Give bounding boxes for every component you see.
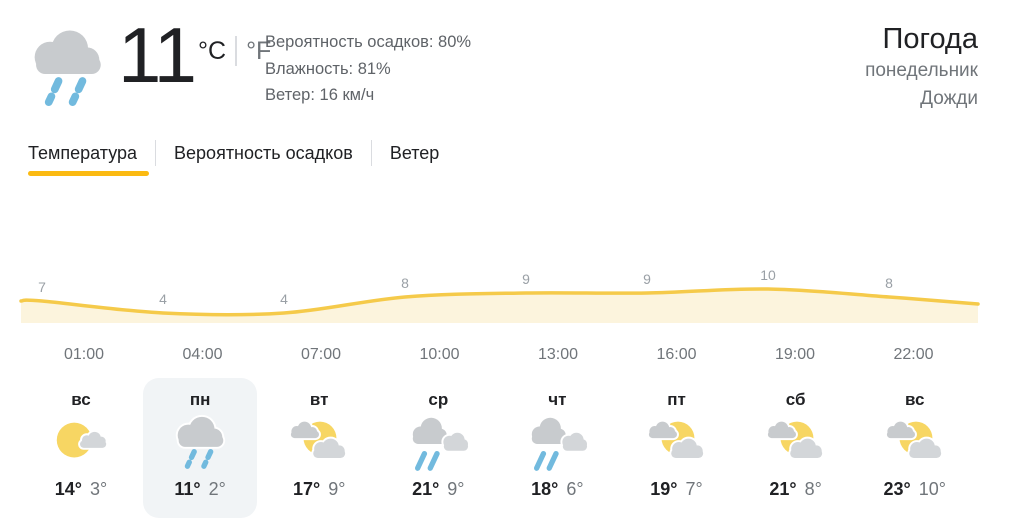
chart-value-label: 10 <box>760 267 776 283</box>
day-name: вс <box>71 390 91 409</box>
current-weather-rain-icon <box>31 27 104 107</box>
current-temperature: 11 <box>118 11 197 99</box>
tab-temperature[interactable]: Температура <box>28 142 138 163</box>
mostly-sunny-icon <box>56 422 109 458</box>
day-name: вт <box>309 390 329 409</box>
chart-value-label: 8 <box>401 275 409 291</box>
rain-icon <box>175 414 226 469</box>
day-high-temp: 23° <box>883 479 911 499</box>
day-temperatures: 18° 6° <box>500 479 614 500</box>
header: Погода понедельник Дожди <box>865 22 978 113</box>
chart-line <box>19 287 980 317</box>
time-axis-label: 10:00 <box>419 346 460 363</box>
time-axis-label: 01:00 <box>63 346 105 363</box>
day-high-temp: 17° <box>292 479 321 499</box>
day-high-temp: 21° <box>769 479 797 499</box>
unit-divider <box>235 36 238 66</box>
forecast-day-cell-чт[interactable]: чт 18° 6° <box>500 378 614 518</box>
humidity-detail: Влажность: 81% <box>265 59 391 78</box>
day-temperatures: 19° 7° <box>620 479 734 500</box>
day-name: ср <box>428 390 449 409</box>
tab-divider <box>370 140 372 166</box>
chart-value-label: 4 <box>159 291 167 307</box>
day-low-temp: 9° <box>328 479 346 499</box>
time-axis-label: 04:00 <box>182 346 223 363</box>
tab-divider <box>155 140 157 166</box>
partly-cloudy-icon <box>765 419 824 460</box>
partly-cloudy-icon <box>884 419 943 460</box>
forecast-day-cell-пн[interactable]: пн 11° 2° <box>143 378 258 518</box>
forecast-day-cell-вс[interactable]: вс 14° 3° <box>24 378 138 518</box>
day-name: вс <box>904 390 925 409</box>
precipitation-detail: Вероятность осадков: 80% <box>265 33 472 51</box>
chart-tabs: Температура Вероятность осадков Ветер <box>28 140 439 166</box>
day-name: чт <box>548 390 567 409</box>
day-temperatures: 14° 3° <box>24 479 138 500</box>
day-high-temp: 11° <box>174 479 201 499</box>
time-axis-label: 07:00 <box>300 346 342 363</box>
celsius-button[interactable]: °C <box>198 36 227 65</box>
day-temperatures: 17° 9° <box>262 479 376 500</box>
day-low-temp: 9° <box>447 479 465 499</box>
current-details: Вероятность осадков: 80% Влажность: 81% … <box>265 29 471 109</box>
fahrenheit-button[interactable]: °F <box>246 36 272 65</box>
day-temperatures: 23° 10° <box>858 479 972 500</box>
active-tab-underline <box>28 171 149 176</box>
partly-cloudy-icon <box>646 419 705 460</box>
day-low-temp: 8° <box>804 479 822 499</box>
time-axis: 01:00 04:00 07:00 10:00 13:00 16:00 19:00 22:00 <box>0 346 1024 366</box>
unit-toggle: °C °F <box>198 36 271 66</box>
time-axis-label: 13:00 <box>537 346 579 363</box>
partly-cloudy-icon <box>289 419 348 460</box>
rain-showers-icon <box>530 415 590 471</box>
chart-value-label: 7 <box>38 279 46 295</box>
forecast-day-cell-вс[interactable]: вс 23° 10° <box>858 378 972 518</box>
day-high-temp: 14° <box>54 479 82 499</box>
page-title: Погода <box>882 23 978 55</box>
daily-forecast: вс 14° 3° пн 11° 2° вт 17° 9° ср 21° 9° чт <box>0 378 1024 520</box>
tab-wind[interactable]: Ветер <box>389 142 440 163</box>
day-temperatures: 21° 8° <box>739 479 853 500</box>
day-low-temp: 7° <box>685 479 703 499</box>
day-name: пн <box>189 390 211 409</box>
day-temperatures: 21° 9° <box>381 479 495 500</box>
rain-showers-icon <box>411 415 471 471</box>
forecast-day-cell-пт[interactable]: пт 19° 7° <box>620 378 734 518</box>
day-high-temp: 18° <box>531 479 559 499</box>
header-condition: Дожди <box>920 88 978 109</box>
header-day: понедельник <box>865 60 978 81</box>
time-axis-label: 16:00 <box>656 346 697 363</box>
time-axis-label: 22:00 <box>893 346 934 363</box>
day-name: пт <box>667 390 686 409</box>
tab-precipitation[interactable]: Вероятность осадков <box>174 142 353 163</box>
time-axis-label: 19:00 <box>774 346 816 363</box>
day-high-temp: 21° <box>412 479 440 499</box>
forecast-day-cell-сб[interactable]: сб 21° 8° <box>739 378 853 518</box>
forecast-day-cell-вт[interactable]: вт 17° 9° <box>262 378 376 518</box>
chart-value-label: 9 <box>522 271 530 287</box>
forecast-day-cell-ср[interactable]: ср 21° 9° <box>381 378 495 518</box>
day-low-temp: 3° <box>90 479 108 499</box>
day-low-temp: 10° <box>918 479 946 499</box>
day-name: сб <box>785 390 806 409</box>
wind-detail: Ветер: 16 км/ч <box>265 86 375 104</box>
day-high-temp: 19° <box>650 479 678 499</box>
day-temperatures: 11° 2° <box>143 479 257 500</box>
day-low-temp: 6° <box>566 479 584 499</box>
temperature-chart: 7 4 4 8 9 9 10 8 <box>19 267 980 323</box>
chart-value-label: 8 <box>885 275 893 291</box>
chart-value-label: 4 <box>280 291 288 307</box>
chart-value-label: 9 <box>643 271 651 287</box>
day-low-temp: 2° <box>208 479 226 499</box>
